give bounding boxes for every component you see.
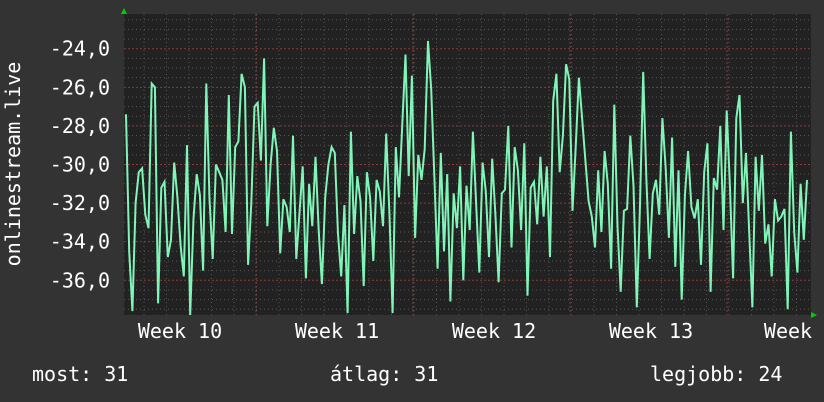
x-tick-label: Week 10 (138, 319, 222, 343)
x-tick-label: Week 13 (609, 319, 693, 343)
x-tick-label: Week (764, 319, 812, 343)
y-axis-label: onlinestream.live (1, 62, 25, 267)
x-tick-label: Week 12 (452, 319, 536, 343)
series-line (125, 40, 808, 316)
legend-max: legjobb: 24 (650, 362, 783, 386)
y-tick-label: -28,0 (50, 114, 110, 138)
y-tick-label: -30,0 (50, 153, 110, 177)
legend-average: átlag: 31 (330, 362, 439, 386)
y-tick-label: -34,0 (50, 230, 110, 254)
x-axis-arrow-icon (811, 312, 817, 318)
y-tick-label: -24,0 (50, 37, 110, 61)
y-axis-arrow-icon (121, 8, 127, 14)
legend-current: most: 31 (32, 362, 129, 386)
y-tick-label: -36,0 (50, 268, 110, 292)
y-tick-label: -26,0 (50, 75, 110, 99)
y-tick-label: -32,0 (50, 191, 110, 215)
x-tick-label: Week 11 (295, 319, 379, 343)
